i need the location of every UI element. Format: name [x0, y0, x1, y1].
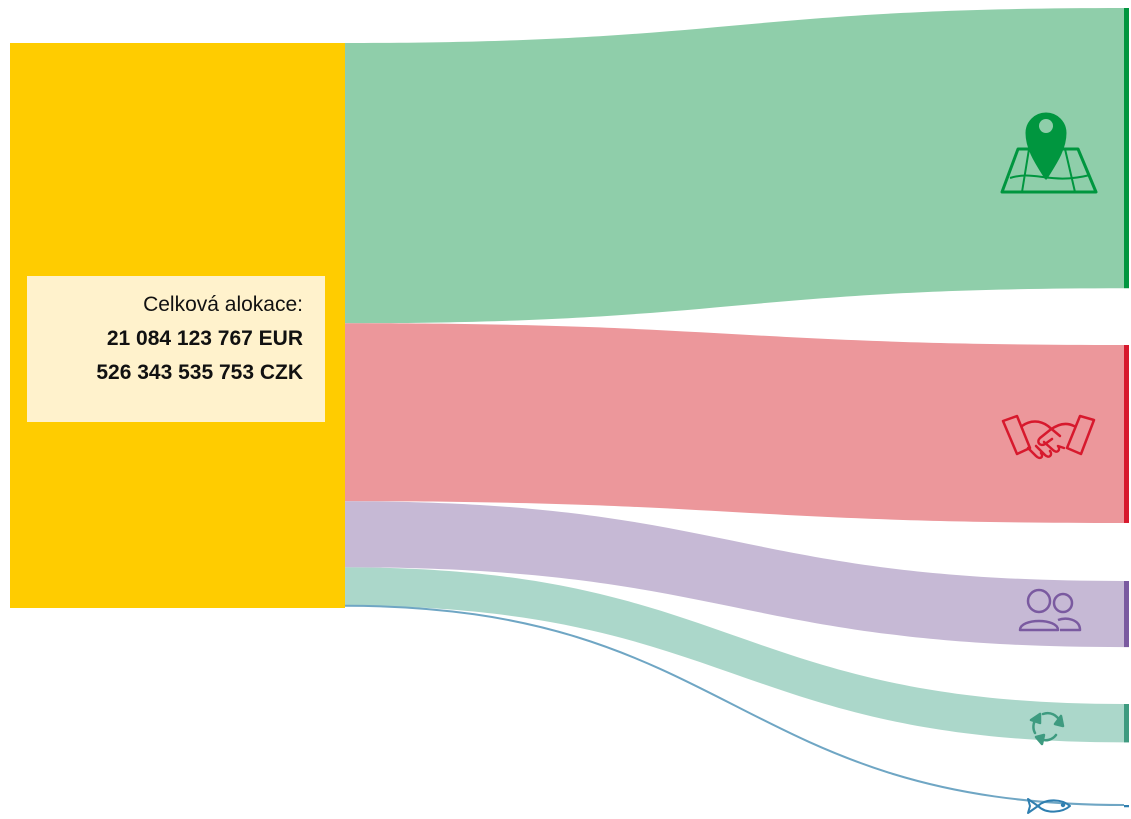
- target-bar-fish: [1124, 805, 1129, 808]
- flows-group: [344, 8, 1125, 806]
- bars-group: [1124, 8, 1129, 808]
- target-bar-map-location: [1124, 8, 1129, 289]
- map-location-icon: [1000, 112, 1098, 194]
- flow-handshake: [345, 323, 1124, 523]
- target-bar-people: [1124, 581, 1129, 648]
- flow-recycle: [345, 567, 1124, 743]
- target-bar-recycle: [1124, 704, 1129, 743]
- total-label: Celková alokace:: [143, 293, 303, 316]
- fish-icon: [1027, 798, 1071, 814]
- recycle-icon: [1029, 711, 1065, 746]
- total-allocation-label: Celková alokace: 21 084 123 767 EUR 526 …: [27, 276, 325, 422]
- people-icon: [1018, 588, 1082, 632]
- total-czk: 526 343 535 753 CZK: [96, 361, 303, 384]
- total-eur: 21 084 123 767 EUR: [106, 327, 303, 350]
- flow-fish: [344, 604, 1125, 806]
- target-bar-handshake: [1124, 345, 1129, 523]
- handshake-icon: [1001, 414, 1096, 460]
- flow-map-location: [345, 8, 1124, 324]
- flow-people: [345, 501, 1124, 648]
